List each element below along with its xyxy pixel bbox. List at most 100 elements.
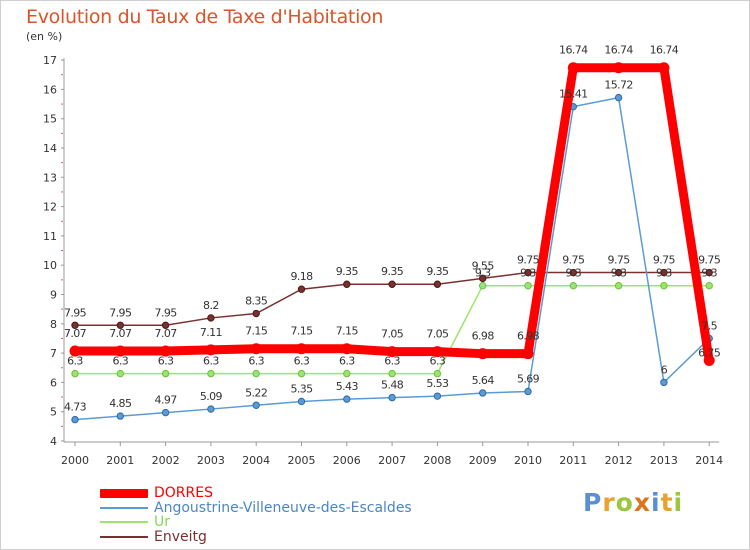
point-ur-2007	[388, 369, 396, 378]
legend-swatch-ur	[100, 521, 148, 523]
data-label-ur-2004: 6.3	[248, 355, 264, 368]
data-label-angoustrine-villeneuve-des-escaldes-2010: 5.69	[517, 372, 540, 385]
data-label-enveitg-2011: 9.75	[562, 254, 585, 267]
data-label-dorres-2006: 7.15	[336, 325, 359, 338]
legend-swatch-angoustrine	[100, 506, 148, 509]
x-tick-label-2014: 2014	[695, 454, 723, 467]
point-dorres-2014	[703, 354, 715, 366]
point-ur-2005	[297, 369, 306, 378]
y-tick-label-12: 12	[43, 201, 57, 214]
x-tick-label-2008: 2008	[423, 454, 451, 467]
point-enveitg-2002	[161, 321, 170, 329]
data-label-dorres-2014: 6.75	[698, 346, 721, 359]
point-ur-2001	[116, 369, 125, 378]
point-angoustrine-villeneuve-des-escaldes-2004	[252, 401, 260, 409]
data-label-dorres-2000: 7.07	[64, 327, 87, 340]
data-label-enveitg-2007: 9.35	[381, 265, 404, 278]
point-dorres-2011	[567, 62, 579, 74]
x-tick-label-2003: 2003	[197, 454, 225, 467]
data-label-enveitg-2002: 7.95	[155, 306, 178, 319]
data-label-ur-2008: 6.3	[430, 355, 446, 368]
data-label-angoustrine-villeneuve-des-escaldes-2004: 5.22	[245, 386, 267, 399]
data-label-enveitg-2006: 9.35	[336, 265, 359, 278]
y-tick-label-17: 17	[43, 54, 57, 67]
point-angoustrine-villeneuve-des-escaldes-2012	[614, 93, 623, 102]
point-dorres-2013	[658, 62, 670, 74]
point-enveitg-2014	[705, 268, 713, 277]
data-label-dorres-2008: 7.05	[426, 328, 449, 341]
point-enveitg-2009	[479, 274, 487, 283]
point-dorres-2005	[296, 343, 307, 355]
y-tick-label-15: 15	[43, 113, 57, 126]
point-ur-2004	[252, 369, 260, 378]
data-label-ur-2005: 6.3	[294, 355, 310, 368]
data-label-dorres-2004: 7.15	[245, 325, 268, 338]
point-angoustrine-villeneuve-des-escaldes-2008	[433, 392, 442, 400]
data-label-angoustrine-villeneuve-des-escaldes-2000: 4.73	[64, 401, 87, 414]
point-dorres-2001	[114, 345, 126, 357]
data-label-angoustrine-villeneuve-des-escaldes-2012: 15.72	[604, 79, 633, 92]
point-ur-2008	[433, 369, 442, 378]
x-tick-label-2012: 2012	[605, 454, 633, 467]
point-enveitg-2010	[524, 268, 532, 277]
point-enveitg-2013	[660, 268, 668, 277]
point-dorres-2012	[613, 62, 625, 74]
point-angoustrine-villeneuve-des-escaldes-2001	[116, 412, 125, 420]
point-dorres-2004	[250, 343, 262, 355]
data-label-angoustrine-villeneuve-des-escaldes-2002: 4.97	[155, 394, 178, 407]
x-tick-label-2013: 2013	[650, 454, 678, 467]
point-ur-2012	[614, 282, 623, 290]
point-angoustrine-villeneuve-des-escaldes-2010	[524, 387, 532, 396]
data-label-ur-2006: 6.3	[339, 355, 355, 368]
point-angoustrine-villeneuve-des-escaldes-2000	[71, 415, 79, 424]
point-dorres-2000	[69, 345, 81, 357]
y-tick-label-13: 13	[43, 171, 57, 184]
data-label-dorres-2007: 7.05	[381, 328, 404, 341]
point-angoustrine-villeneuve-des-escaldes-2003	[207, 405, 215, 413]
point-dorres-2007	[386, 346, 398, 358]
data-label-dorres-2003: 7.11	[200, 326, 222, 339]
data-label-enveitg-2014: 9.75	[698, 254, 721, 267]
data-label-enveitg-2000: 7.95	[64, 306, 87, 319]
legend-label-dorres: DORRES	[154, 485, 213, 501]
point-ur-2011	[569, 282, 577, 290]
point-enveitg-2008	[433, 280, 442, 288]
y-tick-label-5: 5	[50, 406, 57, 419]
legend-label-ur: Ur	[154, 514, 171, 530]
proxiti-logo: Proxiti	[583, 488, 684, 517]
y-tick-label-4: 4	[50, 435, 57, 448]
point-dorres-2010	[522, 348, 534, 360]
point-angoustrine-villeneuve-des-escaldes-2002	[161, 408, 170, 417]
x-tick-label-2005: 2005	[288, 454, 316, 467]
point-dorres-2002	[160, 345, 172, 357]
data-label-dorres-2009: 6.98	[472, 330, 495, 343]
data-label-angoustrine-villeneuve-des-escaldes-2011: 15.41	[559, 88, 588, 101]
data-label-ur-2011: 9.3	[565, 267, 581, 280]
data-label-ur-2002: 6.3	[158, 355, 174, 368]
point-ur-2003	[207, 369, 215, 378]
point-ur-2006	[343, 369, 351, 378]
data-label-angoustrine-villeneuve-des-escaldes-2003: 5.09	[200, 390, 223, 403]
point-angoustrine-villeneuve-des-escaldes-2006	[343, 395, 351, 403]
point-enveitg-2011	[569, 268, 577, 277]
point-enveitg-2007	[388, 280, 396, 288]
point-angoustrine-villeneuve-des-escaldes-2005	[297, 397, 306, 406]
data-label-ur-2014: 9.3	[701, 267, 717, 280]
point-enveitg-2012	[614, 268, 623, 277]
point-dorres-2008	[431, 346, 443, 358]
point-dorres-2003	[205, 344, 217, 356]
data-label-ur-2007: 6.3	[384, 355, 400, 368]
data-label-dorres-2013: 16.74	[650, 44, 679, 57]
point-ur-2013	[660, 282, 668, 290]
data-label-angoustrine-villeneuve-des-escaldes-2009: 5.64	[472, 374, 495, 387]
point-enveitg-2001	[116, 321, 125, 329]
y-tick-label-11: 11	[43, 230, 57, 243]
y-tick-label-8: 8	[50, 318, 57, 331]
data-label-angoustrine-villeneuve-des-escaldes-2006: 5.43	[336, 380, 359, 393]
data-label-angoustrine-villeneuve-des-escaldes-2008: 5.53	[426, 377, 449, 390]
x-tick-label-2011: 2011	[559, 454, 587, 467]
y-tick-label-6: 6	[50, 376, 57, 389]
point-ur-2014	[705, 282, 713, 290]
data-label-ur-2010: 9.3	[520, 267, 536, 280]
